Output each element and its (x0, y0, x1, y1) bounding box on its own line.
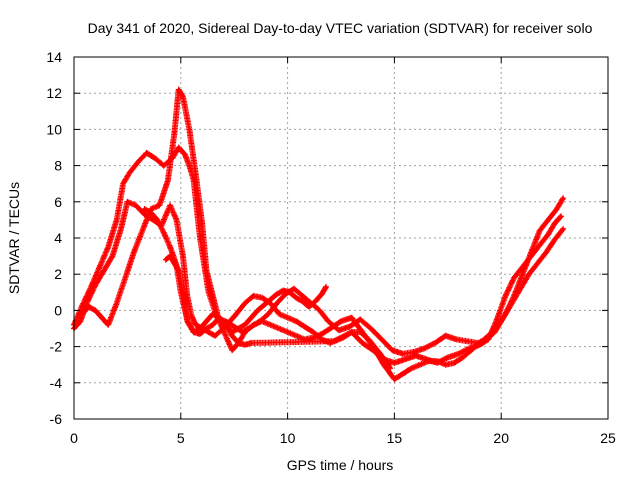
x-tick-label: 20 (493, 430, 509, 446)
y-tick-label: 8 (54, 158, 62, 174)
y-tick-label: 0 (54, 302, 62, 318)
series-3-markers (77, 86, 567, 383)
y-tick-label: -4 (50, 375, 63, 391)
axis-ticks: 0 5 10 15 20 25 -6 -4 -2 0 2 4 6 8 10 12 14 (46, 49, 616, 446)
x-tick-label: 25 (600, 430, 616, 446)
y-tick-label: 6 (54, 194, 62, 210)
y-tick-label: 14 (46, 49, 62, 65)
y-tick-label: -6 (50, 411, 63, 427)
y-tick-label: -2 (50, 339, 63, 355)
y-tick-label: 4 (54, 230, 62, 246)
series-5-markers (162, 253, 329, 336)
y-tick-label: 12 (46, 85, 62, 101)
x-tick-label: 5 (177, 430, 185, 446)
y-tick-label: 2 (54, 266, 62, 282)
data-points (71, 86, 567, 383)
x-axis-title: GPS time / hours (287, 457, 394, 473)
series-5 (162, 253, 329, 336)
chart-title: Day 341 of 2020, Sidereal Day-to-day VTE… (88, 20, 593, 36)
y-tick-label: 10 (46, 121, 62, 137)
gridlines (74, 57, 608, 419)
x-tick-label: 10 (280, 430, 296, 446)
y-axis-title: SDTVAR / TECUs (6, 182, 22, 294)
x-tick-label: 15 (387, 430, 403, 446)
x-tick-label: 0 (70, 430, 78, 446)
